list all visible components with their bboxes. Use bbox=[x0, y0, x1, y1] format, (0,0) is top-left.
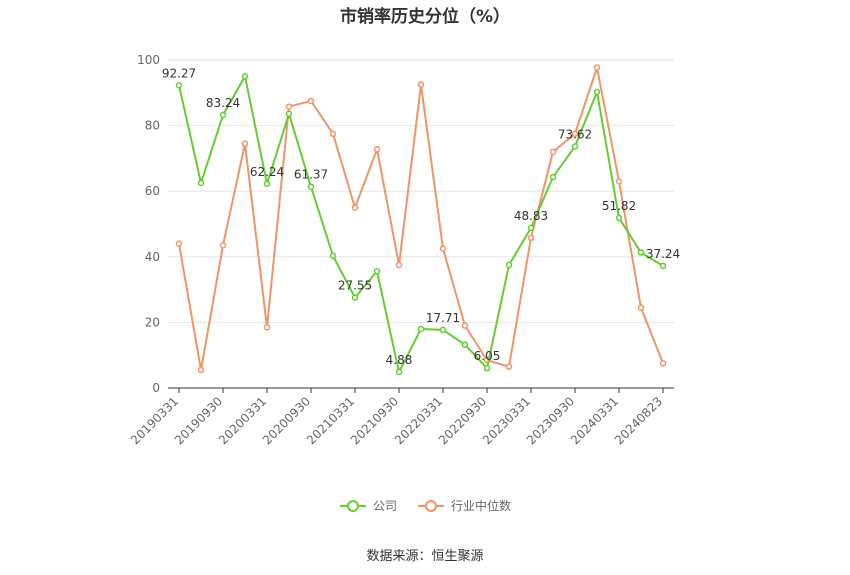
data-point-industry bbox=[439, 245, 447, 252]
data-point-company bbox=[219, 111, 227, 119]
y-tick-label: 40 bbox=[145, 250, 160, 264]
data-label: 4.88 bbox=[386, 353, 413, 367]
data-label: 51.82 bbox=[602, 199, 636, 213]
legend-item-company[interactable]: 公司 bbox=[339, 497, 397, 514]
data-point-company bbox=[307, 183, 315, 190]
data-label: 37.24 bbox=[646, 247, 680, 261]
data-point-company bbox=[571, 143, 579, 150]
data-point-industry bbox=[549, 148, 557, 156]
data-label: 6.05 bbox=[474, 349, 501, 363]
data-point-industry bbox=[615, 178, 623, 185]
data-label: 73.62 bbox=[558, 128, 592, 142]
data-labels: 92.27 83.24 62.24 61.37 27.55 4.88 17.71 6.05 48… bbox=[162, 66, 680, 367]
data-point-company bbox=[439, 326, 447, 334]
data-point-industry bbox=[197, 366, 205, 374]
data-point-company bbox=[637, 249, 645, 256]
y-tick-label: 80 bbox=[145, 119, 160, 133]
data-point-company bbox=[351, 294, 359, 301]
data-point-industry bbox=[571, 130, 579, 138]
data-point-industry bbox=[461, 322, 469, 329]
data-point-company bbox=[593, 88, 601, 96]
data-point-industry bbox=[505, 363, 513, 370]
data-point-company bbox=[197, 179, 205, 187]
data-point-industry bbox=[329, 130, 337, 138]
data-point-industry bbox=[527, 234, 535, 242]
data-point-company bbox=[285, 110, 293, 118]
data-label: 62.24 bbox=[250, 165, 284, 179]
data-point-industry bbox=[637, 304, 645, 311]
y-tick-label: 100 bbox=[137, 53, 160, 67]
data-point-industry bbox=[175, 240, 183, 247]
data-point-industry bbox=[285, 103, 293, 110]
legend-industry-label: 行业中位数 bbox=[451, 499, 512, 513]
data-point-company bbox=[395, 368, 403, 376]
data-point-company bbox=[527, 224, 535, 232]
data-point-industry bbox=[241, 140, 249, 147]
legend-industry-marker-icon bbox=[418, 499, 444, 512]
data-point-company bbox=[241, 73, 249, 80]
y-tick-label: 20 bbox=[145, 315, 160, 329]
series-lines bbox=[175, 64, 667, 376]
data-point-industry bbox=[263, 324, 271, 331]
legend-company-marker-icon bbox=[339, 499, 366, 512]
data-point-industry bbox=[373, 145, 381, 153]
data-label: 83.24 bbox=[206, 96, 240, 110]
data-label: 17.71 bbox=[426, 311, 460, 325]
legend-company-label: 公司 bbox=[372, 499, 397, 513]
x-tick-label: 20240823 bbox=[612, 394, 665, 447]
chart-title: 市销率历史分位（%） bbox=[339, 7, 511, 27]
data-point-company bbox=[483, 364, 491, 372]
data-label: 61.37 bbox=[294, 168, 328, 182]
data-point-industry bbox=[351, 204, 359, 211]
legend-item-industry[interactable]: 行业中位数 bbox=[417, 497, 511, 514]
data-point-company bbox=[329, 252, 337, 260]
data-point-industry bbox=[219, 242, 227, 249]
data-source: 数据来源：恒生聚源 bbox=[366, 549, 484, 564]
data-point-company bbox=[263, 180, 271, 188]
data-point-company bbox=[615, 214, 623, 222]
data-point-company bbox=[659, 262, 667, 270]
data-point-company bbox=[549, 173, 557, 181]
data-point-company bbox=[461, 341, 469, 348]
data-point-industry bbox=[593, 64, 601, 71]
data-label: 48.83 bbox=[514, 209, 548, 223]
y-tick-label: 0 bbox=[152, 381, 160, 395]
data-point-company bbox=[505, 261, 513, 269]
data-point-industry bbox=[307, 97, 315, 105]
data-point-company bbox=[175, 82, 183, 89]
y-tick-label: 60 bbox=[145, 184, 160, 198]
data-point-company bbox=[373, 267, 381, 275]
data-point-company bbox=[417, 325, 425, 333]
data-point-industry bbox=[395, 261, 403, 269]
data-point-industry bbox=[417, 81, 425, 88]
data-label: 27.55 bbox=[338, 279, 372, 293]
data-label: 92.27 bbox=[162, 66, 196, 80]
legend: 公司 行业中位数 bbox=[0, 497, 850, 514]
grid-lines bbox=[168, 59, 674, 323]
data-point-industry bbox=[659, 360, 667, 367]
